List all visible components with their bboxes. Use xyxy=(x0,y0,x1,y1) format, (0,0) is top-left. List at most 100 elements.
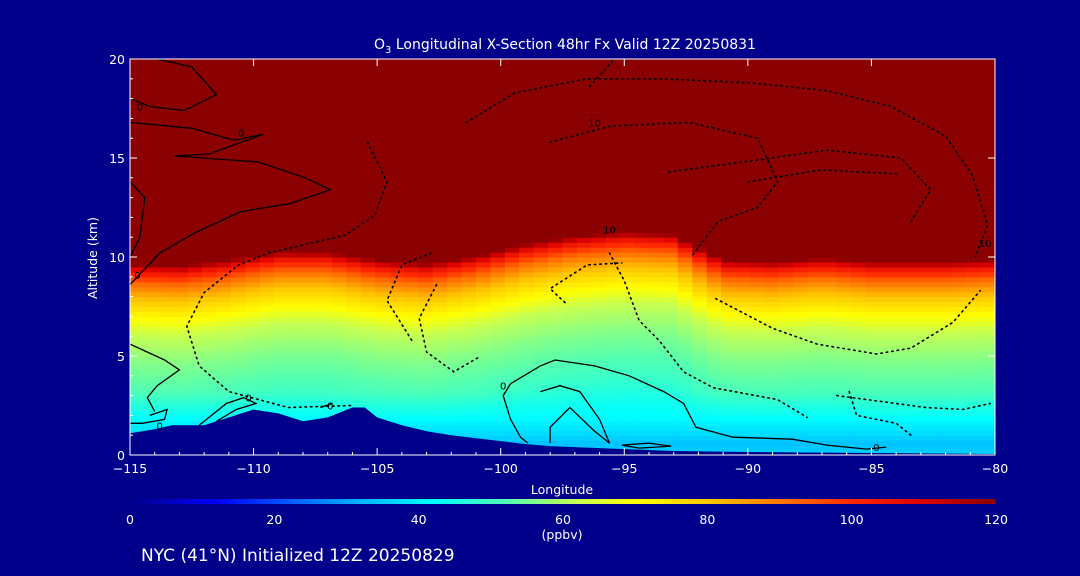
heatmap-cell xyxy=(187,232,203,238)
heatmap-cell xyxy=(922,420,938,426)
heatmap-cell xyxy=(230,217,246,223)
heatmap-cell xyxy=(317,167,333,174)
heatmap-cell xyxy=(749,326,765,332)
heatmap-cell xyxy=(360,182,376,189)
heatmap-cell xyxy=(966,118,982,124)
heatmap-cell xyxy=(216,138,232,144)
heatmap-cell xyxy=(706,261,722,268)
heatmap-cell xyxy=(519,103,535,110)
heatmap-cell xyxy=(158,306,174,313)
heatmap-cell xyxy=(533,326,549,332)
heatmap-cell xyxy=(519,128,535,134)
heatmap-cell xyxy=(576,266,592,273)
heatmap-cell xyxy=(360,257,376,263)
heatmap-cell xyxy=(894,123,910,129)
heatmap-cell xyxy=(951,385,967,392)
heatmap-cell xyxy=(620,138,636,144)
heatmap-cell xyxy=(418,93,434,100)
heatmap-cell xyxy=(519,227,535,233)
heatmap-cell xyxy=(721,301,737,308)
heatmap-cell xyxy=(216,380,232,387)
heatmap-cell xyxy=(230,202,246,209)
heatmap-cell xyxy=(692,356,708,362)
heatmap-cell xyxy=(576,425,592,431)
heatmap-cell xyxy=(303,148,319,154)
heatmap-cell xyxy=(375,113,391,119)
heatmap-cell xyxy=(562,395,578,402)
heatmap-cell xyxy=(620,197,636,204)
heatmap-cell xyxy=(865,123,881,129)
heatmap-cell xyxy=(706,276,722,283)
heatmap-cell xyxy=(476,336,492,342)
heatmap-cell xyxy=(980,113,995,119)
heatmap-cell xyxy=(591,182,607,189)
heatmap-cell xyxy=(634,316,650,322)
heatmap-cell xyxy=(403,321,419,327)
heatmap-cell xyxy=(721,237,737,243)
heatmap-cell xyxy=(144,167,160,174)
heatmap-cell xyxy=(735,375,751,382)
heatmap-cell xyxy=(980,435,995,441)
heatmap-cell xyxy=(519,410,535,416)
heatmap-cell xyxy=(576,410,592,416)
heatmap-cell xyxy=(144,108,160,115)
heatmap-cell xyxy=(375,261,391,268)
heatmap-cell xyxy=(562,192,578,199)
heatmap-cell xyxy=(605,271,621,278)
heatmap-cell xyxy=(793,365,809,372)
heatmap-cell xyxy=(620,167,636,174)
heatmap-cell xyxy=(288,306,304,313)
heatmap-cell xyxy=(389,192,405,199)
heatmap-cell xyxy=(836,133,852,139)
heatmap-cell xyxy=(432,341,448,347)
heatmap-cell xyxy=(591,237,607,243)
heatmap-cell xyxy=(605,276,621,283)
heatmap-cell xyxy=(778,425,794,431)
heatmap-cell xyxy=(692,197,708,204)
heatmap-cell xyxy=(620,108,636,115)
heatmap-cell xyxy=(461,390,477,397)
heatmap-cell xyxy=(288,271,304,278)
heatmap-cell xyxy=(476,118,492,124)
heatmap-cell xyxy=(403,59,419,65)
heatmap-cell xyxy=(447,331,463,337)
heatmap-cell xyxy=(634,88,650,95)
heatmap-cell xyxy=(274,93,290,100)
heatmap-cell xyxy=(288,326,304,332)
heatmap-cell xyxy=(432,336,448,342)
heatmap-cell xyxy=(504,365,520,372)
heatmap-cell xyxy=(245,187,261,194)
heatmap-cell xyxy=(476,197,492,204)
heatmap-cell xyxy=(749,375,765,382)
heatmap-cell xyxy=(432,143,448,149)
heatmap-cell xyxy=(850,113,866,119)
heatmap-cell xyxy=(966,435,982,441)
heatmap-cell xyxy=(822,281,838,288)
heatmap-cell xyxy=(793,158,809,164)
heatmap-cell xyxy=(360,162,376,169)
heatmap-cell xyxy=(216,78,232,85)
heatmap-cell xyxy=(533,63,549,70)
heatmap-cell xyxy=(980,177,995,184)
heatmap-cell xyxy=(360,172,376,179)
heatmap-cell xyxy=(706,291,722,298)
heatmap-cell xyxy=(317,222,333,228)
heatmap-cell xyxy=(764,301,780,308)
heatmap-cell xyxy=(490,271,506,278)
heatmap-cell xyxy=(778,88,794,95)
heatmap-cell xyxy=(346,88,362,95)
heatmap-cell xyxy=(764,68,780,75)
heatmap-cell xyxy=(865,78,881,85)
heatmap-cell xyxy=(519,257,535,263)
heatmap-cell xyxy=(879,73,895,80)
heatmap-cell xyxy=(504,63,520,70)
heatmap-cell xyxy=(836,390,852,397)
heatmap-cell xyxy=(894,207,910,214)
heatmap-cell xyxy=(951,202,967,209)
heatmap-cell xyxy=(922,296,938,303)
heatmap-cell xyxy=(476,242,492,248)
heatmap-cell xyxy=(187,390,203,397)
heatmap-cell xyxy=(807,252,823,258)
heatmap-cell xyxy=(966,148,982,154)
heatmap-cell xyxy=(504,276,520,283)
